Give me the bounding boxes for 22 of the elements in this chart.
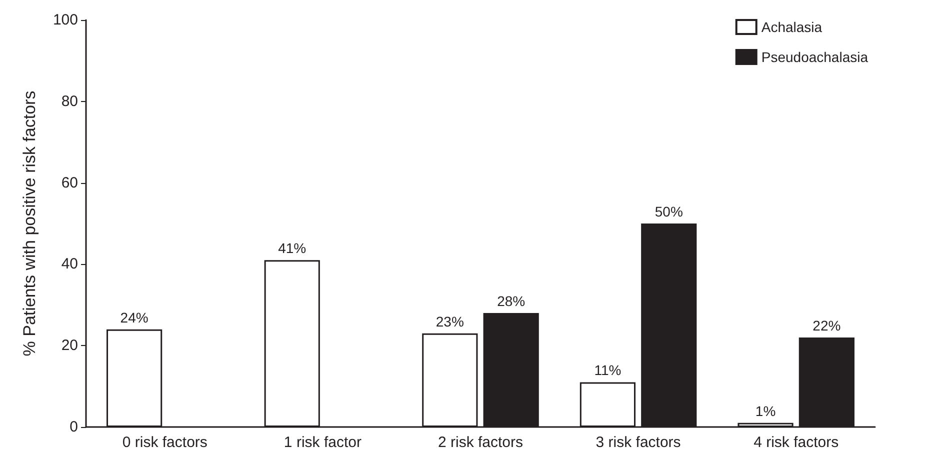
x-tick-label: 1 risk factor	[284, 434, 362, 451]
data-label: 41%	[278, 240, 306, 256]
y-tick-label: 0	[70, 418, 78, 436]
y-tick-label: 40	[61, 256, 78, 273]
data-label: 24%	[120, 309, 148, 326]
x-tick-label: 0 risk factors	[122, 434, 208, 451]
x-tick-label: 2 risk factors	[438, 434, 524, 451]
y-tick-label: 20	[61, 337, 78, 354]
legend-label: Pseudoachalasia	[761, 49, 868, 65]
legend-label: Achalasia	[761, 19, 822, 35]
data-label: 28%	[497, 293, 526, 310]
x-tick-label: 4 risk factors	[754, 434, 839, 451]
data-label: 23%	[436, 313, 464, 330]
data-label: 11%	[594, 362, 622, 378]
y-axis-title: % Patients with positive risk factors	[20, 90, 39, 356]
data-label: 1%	[755, 402, 776, 419]
y-tick-label: 100	[52, 12, 78, 28]
y-tick-label: 60	[61, 174, 78, 192]
data-label: 22%	[812, 317, 841, 334]
x-tick-label: 3 risk factors	[596, 434, 681, 451]
data-label: 50%	[654, 204, 683, 220]
y-tick-label: 80	[61, 92, 78, 110]
